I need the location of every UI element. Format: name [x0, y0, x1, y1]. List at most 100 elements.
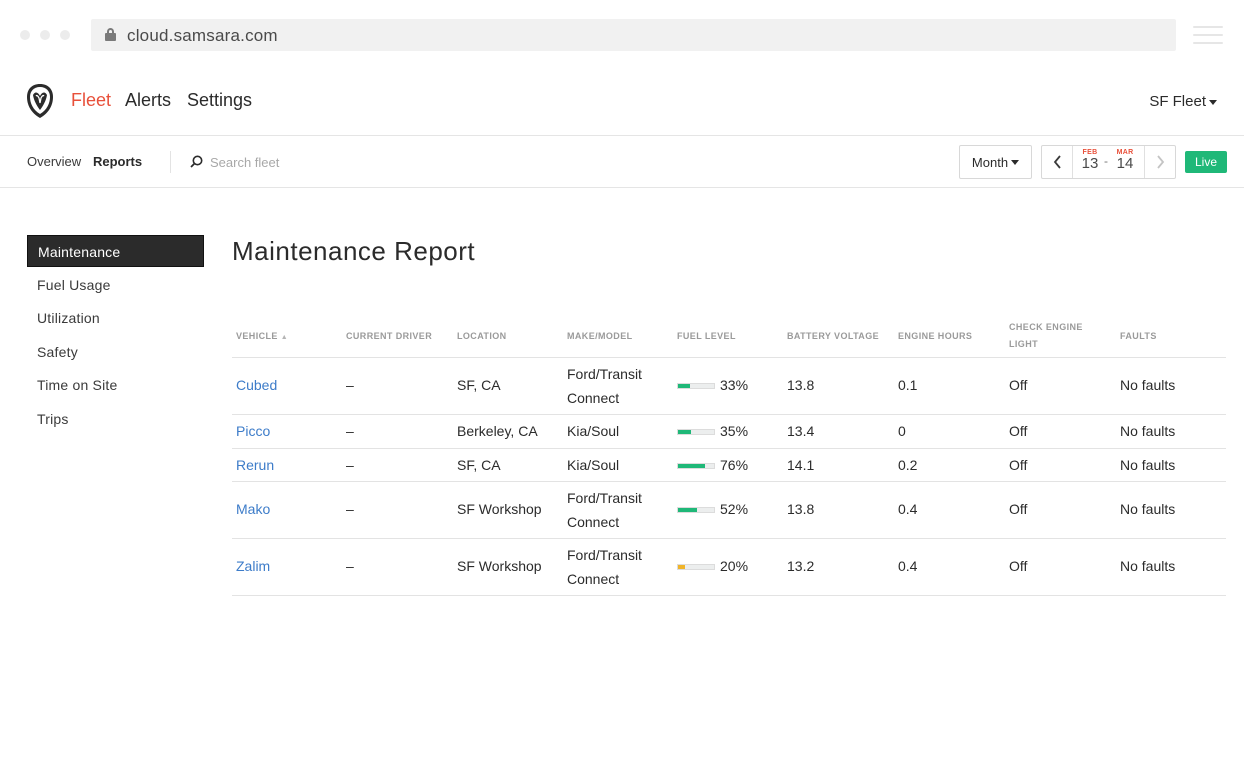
make-line1: Ford/Transit: [567, 490, 642, 506]
fuel-level-fill: [678, 463, 706, 468]
sidebar-item-fuel-usage[interactable]: Fuel Usage: [37, 276, 111, 293]
make-model-cell: Kia/Soul: [567, 456, 620, 473]
column-header-make-model[interactable]: MAKE/MODEL: [567, 331, 633, 341]
report-sidebar: Maintenance Fuel Usage Utilization Safet…: [27, 235, 204, 437]
check-engine-cell: Off: [1009, 456, 1028, 473]
check-engine-line2: LIGHT: [1009, 339, 1038, 349]
sub-navigation: Overview Reports Month FEB 13 - MAR 14 L…: [0, 136, 1244, 188]
fuel-level-percent: 35%: [720, 423, 749, 439]
faults-cell: No faults: [1120, 423, 1176, 439]
table-row[interactable]: Zalim – SF Workshop Ford/Transit Connect …: [232, 539, 1226, 596]
start-day: 13: [1081, 155, 1099, 172]
sidebar-item-maintenance[interactable]: Maintenance: [27, 235, 204, 267]
battery-voltage-cell: 14.1: [787, 456, 815, 473]
address-bar[interactable]: cloud.samsara.com: [91, 19, 1176, 51]
search-input[interactable]: [210, 151, 410, 173]
column-header-faults[interactable]: FAULTS: [1120, 331, 1157, 341]
previous-period-button[interactable]: [1042, 146, 1073, 178]
make-line1: Ford/Transit: [567, 366, 642, 382]
fuel-level-bar: [677, 507, 715, 513]
fuel-level-bar: [677, 383, 715, 389]
end-month: MAR: [1116, 149, 1134, 156]
fuel-level-fill: [678, 565, 686, 569]
chevron-left-icon: [1053, 155, 1061, 169]
column-header-engine-hours[interactable]: ENGINE HOURS: [898, 331, 973, 341]
make-line2: Connect: [567, 513, 620, 530]
sidebar-item-safety[interactable]: Safety: [37, 343, 78, 360]
table-header: VEHICLE ▲ CURRENT DRIVER LOCATION MAKE/M…: [232, 314, 1226, 358]
vehicle-link[interactable]: Mako: [236, 501, 271, 517]
sidebar-item-utilization[interactable]: Utilization: [37, 310, 100, 327]
check-engine-cell: Off: [1009, 377, 1028, 393]
window-maximize-dot[interactable]: [60, 30, 70, 40]
driver-cell: –: [346, 423, 354, 439]
column-header-check-engine-light[interactable]: CHECK ENGINE LIGHT: [1009, 319, 1083, 353]
table-row[interactable]: Picco – Berkeley, CA Kia/Soul 35% 13.4 0…: [232, 415, 1226, 449]
sort-ascending-icon: ▲: [280, 334, 289, 341]
url-text[interactable]: cloud.samsara.com: [127, 26, 278, 45]
make-model-cell: Ford/Transit Connect: [567, 363, 642, 410]
battery-voltage-cell: 13.8: [787, 501, 815, 517]
window-close-dot[interactable]: [20, 30, 30, 40]
engine-hours-cell: 0.1: [898, 377, 918, 393]
window-minimize-dot[interactable]: [40, 30, 50, 40]
location-cell: SF, CA: [457, 377, 501, 393]
check-engine-cell: Off: [1009, 501, 1028, 517]
vehicle-link[interactable]: Picco: [236, 423, 271, 439]
nav-settings[interactable]: Settings: [187, 90, 253, 110]
column-header-current-driver[interactable]: CURRENT DRIVER: [346, 331, 433, 341]
check-engine-cell: Off: [1009, 558, 1028, 574]
chevron-down-icon: [1209, 99, 1217, 105]
battery-voltage-cell: 13.2: [787, 558, 815, 574]
fuel-level-fill: [678, 430, 691, 434]
make-model-cell: Ford/Transit Connect: [567, 487, 642, 534]
period-dropdown[interactable]: Month: [959, 145, 1032, 179]
fuel-level-percent: 52%: [720, 501, 749, 517]
sidebar-item-time-on-site[interactable]: Time on Site: [37, 377, 118, 394]
end-date: MAR 14: [1112, 149, 1138, 171]
nav-alerts[interactable]: Alerts: [125, 90, 172, 110]
search-icon: [190, 155, 203, 168]
chevron-down-icon: [1011, 159, 1020, 165]
start-month: FEB: [1082, 149, 1098, 156]
sidebar-item-trips[interactable]: Trips: [37, 410, 69, 427]
fuel-level-fill: [678, 508, 697, 512]
make-model-cell: Ford/Transit Connect: [567, 544, 642, 591]
tab-overview[interactable]: Overview: [27, 154, 82, 169]
table-row[interactable]: Rerun – SF, CA Kia/Soul 76% 14.1 0.2 Off…: [232, 449, 1226, 482]
driver-cell: –: [346, 501, 354, 517]
location-cell: SF, CA: [457, 456, 501, 473]
column-header-fuel-level[interactable]: FUEL LEVEL: [677, 331, 736, 341]
samsara-logo-icon[interactable]: [26, 83, 54, 119]
make-line1: Ford/Transit: [567, 547, 642, 563]
column-header-battery-voltage[interactable]: BATTERY VOLTAGE: [787, 331, 880, 341]
fuel-level-percent: 76%: [720, 456, 749, 473]
vehicle-link[interactable]: Zalim: [236, 558, 271, 574]
fuel-level-percent: 20%: [720, 558, 749, 574]
next-period-button[interactable]: [1144, 146, 1175, 178]
engine-hours-cell: 0: [898, 423, 906, 439]
date-range-display[interactable]: FEB 13 - MAR 14: [1073, 146, 1144, 178]
date-separator: -: [1104, 154, 1108, 168]
table-row[interactable]: Cubed – SF, CA Ford/Transit Connect 33% 1…: [232, 358, 1226, 415]
column-header-location[interactable]: LOCATION: [457, 331, 507, 341]
table-row[interactable]: Mako – SF Workshop Ford/Transit Connect 5…: [232, 482, 1226, 539]
lock-icon: [105, 28, 116, 41]
menu-icon[interactable]: [1193, 26, 1223, 46]
fleet-selector-label: SF Fleet: [1149, 93, 1206, 110]
live-button[interactable]: Live: [1185, 151, 1227, 173]
faults-cell: No faults: [1120, 501, 1176, 517]
fleet-selector[interactable]: SF Fleet: [1149, 93, 1217, 110]
fuel-level-fill: [678, 384, 690, 388]
faults-cell: No faults: [1120, 558, 1176, 574]
nav-fleet[interactable]: Fleet: [71, 90, 112, 110]
driver-cell: –: [346, 456, 354, 473]
vehicle-link[interactable]: Rerun: [236, 456, 275, 473]
battery-voltage-cell: 13.4: [787, 423, 815, 439]
column-vehicle-label: VEHICLE: [236, 331, 278, 341]
driver-cell: –: [346, 558, 354, 574]
column-header-vehicle[interactable]: VEHICLE ▲: [236, 328, 288, 346]
location-cell: SF Workshop: [457, 501, 542, 517]
vehicle-link[interactable]: Cubed: [236, 377, 278, 393]
tab-reports[interactable]: Reports: [93, 154, 143, 169]
